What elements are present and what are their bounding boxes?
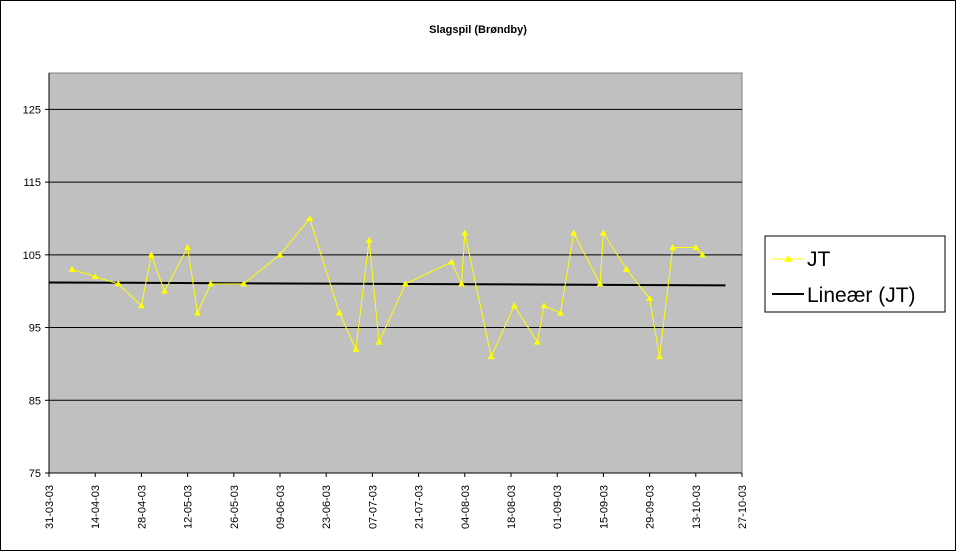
x-tick-label: 28-04-03 (136, 485, 148, 529)
x-tick-label: 04-08-03 (460, 485, 472, 529)
y-tick-label: 115 (23, 177, 41, 189)
x-tick-label: 12-05-03 (183, 485, 195, 529)
x-tick-label: 23-06-03 (321, 485, 333, 529)
x-tick-label: 29-09-03 (645, 485, 657, 529)
axes (48, 73, 742, 474)
gridlines (49, 108, 742, 401)
legend-jt-marker (784, 255, 792, 262)
data-point-jt (448, 258, 456, 265)
plot-background (48, 72, 743, 474)
plot-area (48, 72, 743, 474)
data-point-jt (698, 251, 706, 258)
data-point-jt (184, 244, 192, 251)
x-tick-label: 18-08-03 (506, 485, 518, 529)
x-axis-ticks: 31-03-03 14-04-03 28-04-03 12-05-03 26-05-03… (44, 473, 749, 529)
x-tick-label: 14-04-03 (90, 485, 102, 529)
data-point-jt (194, 309, 201, 316)
legend: JT Lineær (JT) (764, 235, 946, 313)
data-point-jt (276, 251, 284, 258)
data-point-jt (114, 280, 122, 287)
data-point-jt (540, 302, 548, 309)
data-point-jt (306, 214, 314, 221)
data-point-jt (68, 265, 76, 272)
data-point-jt (461, 229, 469, 236)
data-point-jt (240, 280, 248, 287)
data-point-jt (137, 302, 145, 309)
data-point-jt (207, 280, 215, 287)
chart-title: Slagspil (Brøndby) (429, 24, 527, 36)
data-point-jt (557, 309, 564, 316)
y-tick-label: 85 (29, 395, 41, 407)
data-point-jt (599, 229, 607, 236)
x-tick-label: 21-07-03 (414, 485, 426, 529)
data-point-jt (646, 294, 654, 301)
x-tick-label: 01-09-03 (552, 485, 564, 529)
x-tick-label: 27-10-03 (737, 485, 749, 529)
x-tick-label: 09-06-03 (275, 485, 287, 529)
data-point-jt (510, 302, 518, 309)
data-point-jt (91, 273, 99, 280)
legend-box (764, 235, 946, 313)
data-point-jt (352, 345, 360, 352)
x-tick-label: 15-09-03 (598, 485, 610, 529)
data-point-jt (596, 280, 604, 287)
data-point-jt (147, 251, 155, 258)
data-point-jt (335, 309, 343, 316)
series-line-jt (71, 217, 703, 359)
data-point-jt (692, 244, 700, 251)
x-tick-label: 07-07-03 (367, 485, 379, 529)
y-tick-label: 125 (23, 104, 41, 116)
x-tick-label: 26-05-03 (229, 485, 241, 529)
y-tick-label: 105 (23, 250, 41, 262)
data-point-jt (458, 280, 465, 287)
legend-label-jt: JT (807, 248, 831, 271)
x-tick-label: 31-03-03 (44, 485, 56, 529)
data-point-jt (487, 353, 495, 360)
data-point-jt (533, 338, 541, 345)
data-point-jt (570, 229, 578, 236)
x-tick-label: 13-10-03 (691, 485, 703, 529)
data-point-jt (365, 236, 373, 243)
data-point-jt (669, 244, 677, 251)
data-point-jt (623, 265, 630, 272)
data-point-jt (375, 338, 383, 345)
y-axis-ticks: 75 85 95 105 115 125 (23, 104, 49, 480)
legend-label-trend: Lineær (JT) (807, 284, 916, 307)
series-jt (68, 214, 706, 360)
y-tick-label: 95 (29, 323, 41, 335)
data-point-jt (401, 280, 409, 287)
data-point-jt (656, 353, 663, 360)
y-tick-label: 75 (29, 468, 41, 480)
data-point-jt (161, 287, 168, 294)
